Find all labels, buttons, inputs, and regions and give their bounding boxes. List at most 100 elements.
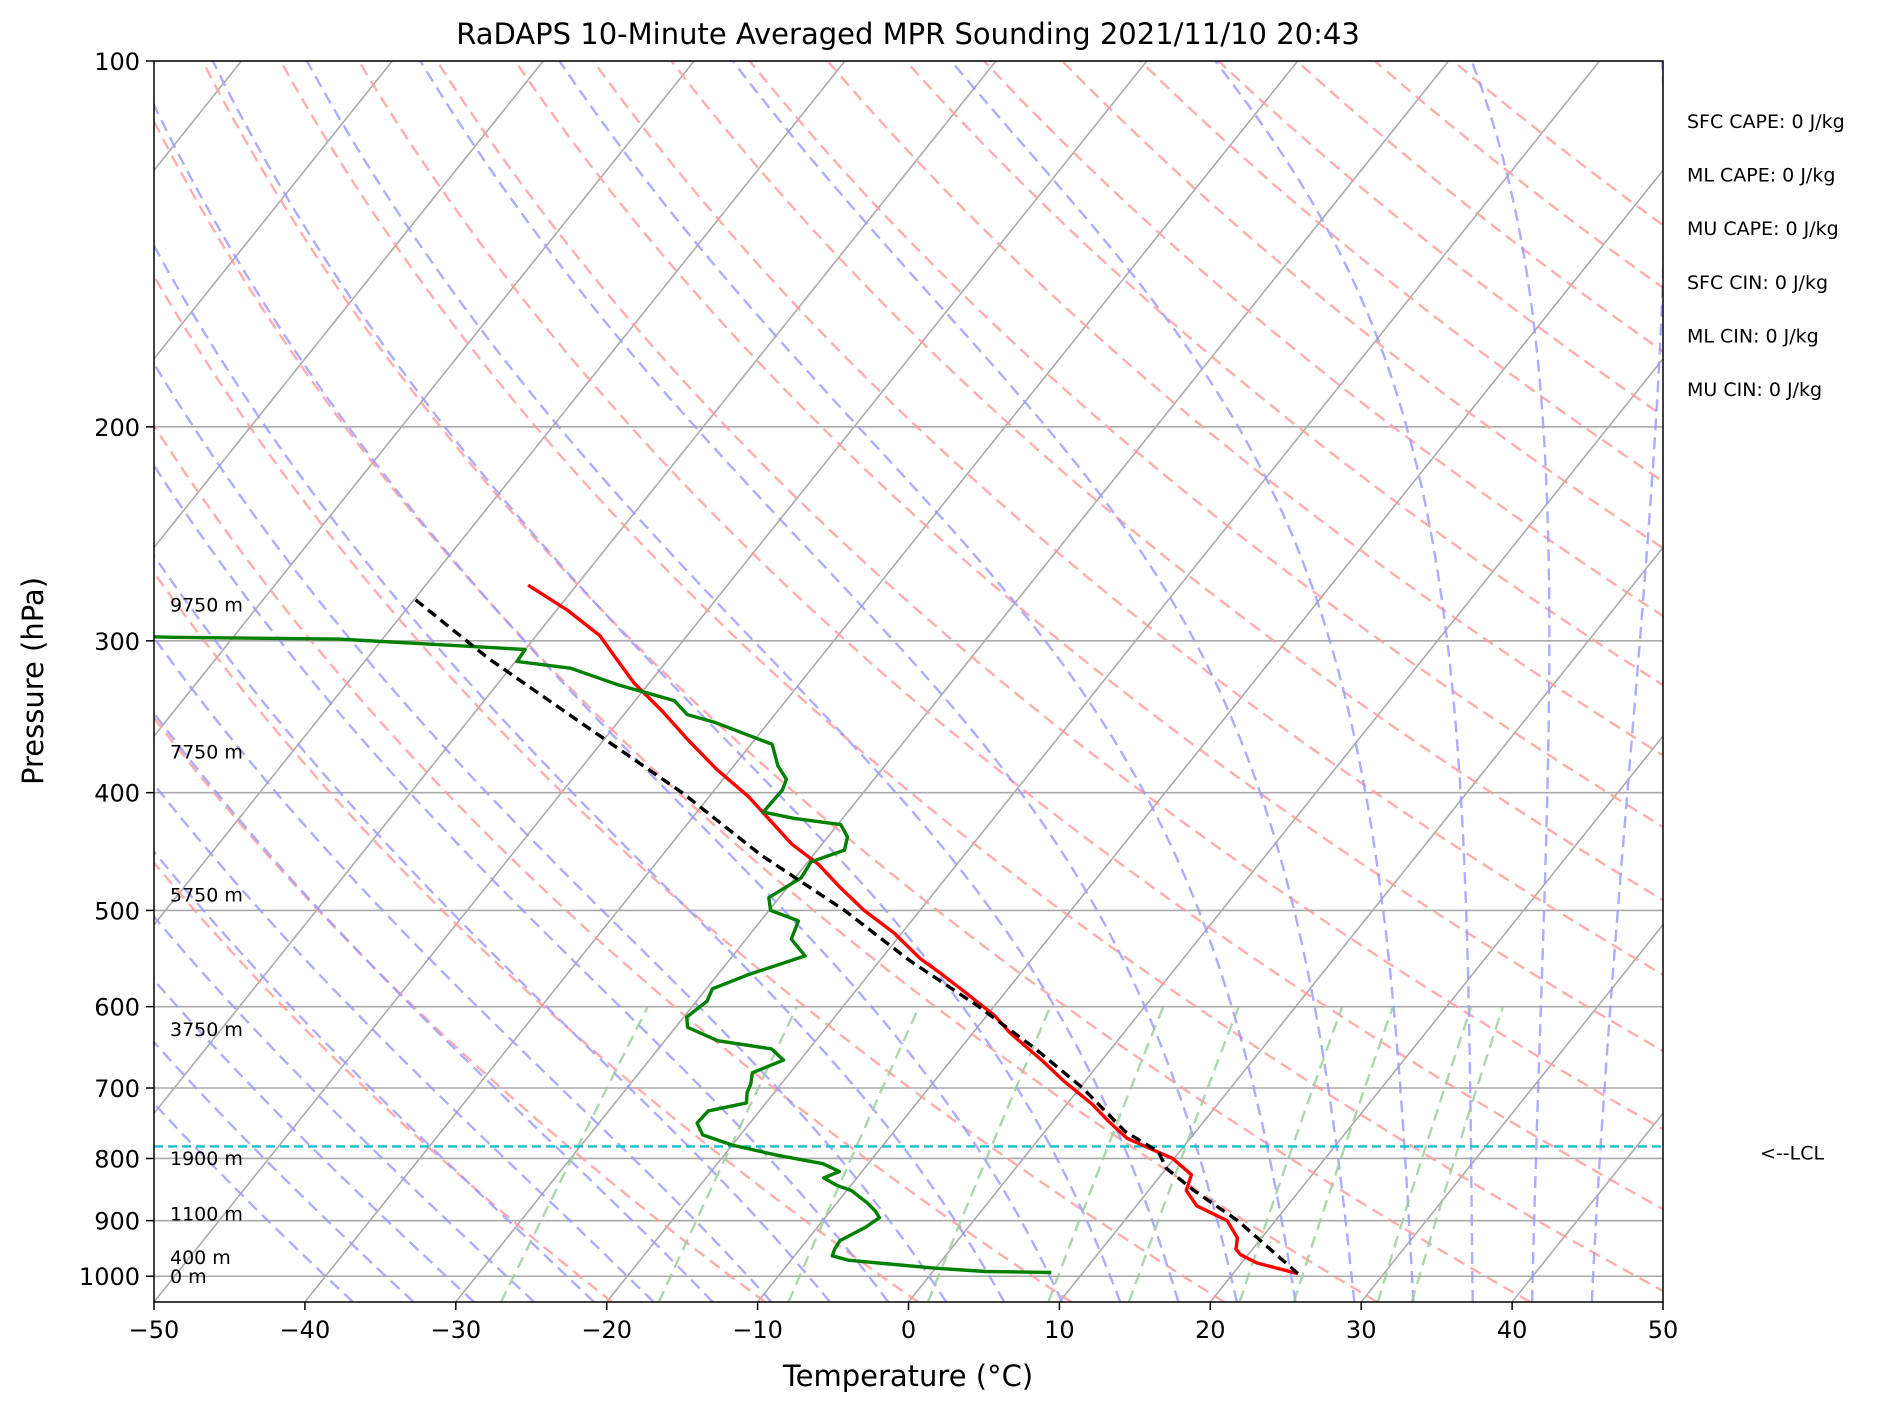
stability-index-text: SFC CAPE: 0 J/kg xyxy=(1687,111,1845,133)
dry-adiabat-line xyxy=(905,61,1663,687)
dry-adiabat-line xyxy=(201,61,1531,1302)
isotherm-line xyxy=(154,61,846,927)
stability-index-text: MU CAPE: 0 J/kg xyxy=(1687,218,1839,240)
isotherm-line xyxy=(304,61,1299,1302)
height-label: 1900 m xyxy=(170,1148,243,1170)
mixing-ratio-line xyxy=(1292,1006,1395,1302)
mixing-ratio-line xyxy=(1238,1006,1344,1302)
stability-index-text: MU CIN: 0 J/kg xyxy=(1687,379,1822,401)
isotherm-line xyxy=(606,61,1601,1302)
stability-index-text: ML CIN: 0 J/kg xyxy=(1687,325,1819,347)
moist-adiabat-line xyxy=(154,553,831,1302)
x-axis-ticks: −50 −40 −30 −20 −10 0 10 20 30 40 50 xyxy=(129,1302,1678,1344)
moist-adiabat-line xyxy=(419,61,1239,1302)
x-tick-label: 30 xyxy=(1346,1316,1377,1344)
y-axis-ticks: 100 200 300 400 500 600 700 800 900 1000 xyxy=(79,48,154,1291)
x-tick-label: −10 xyxy=(732,1316,783,1344)
y-tick-label: 300 xyxy=(94,628,140,656)
isotherm-line xyxy=(154,61,695,738)
isotherm-line xyxy=(154,61,544,549)
dry-adiabat-line xyxy=(592,61,1663,977)
moist-adiabat-line xyxy=(154,243,1006,1302)
x-axis-label: Temperature (°C) xyxy=(782,1359,1033,1393)
x-tick-label: 20 xyxy=(1195,1316,1226,1344)
moist-adiabat-line xyxy=(950,61,1415,1302)
dry-adiabat-line xyxy=(279,61,1663,1293)
mixing-ratio-line xyxy=(1410,1006,1505,1302)
moist-adiabat-line xyxy=(154,361,948,1302)
moist-adiabat-line xyxy=(154,1101,354,1302)
moist-adiabat-line xyxy=(1214,61,1474,1302)
moist-adiabat-line xyxy=(154,711,714,1302)
moist-adiabat-line xyxy=(154,463,890,1302)
dry-adiabat-line xyxy=(154,118,1378,1302)
isotherm-line xyxy=(1209,734,1663,1302)
y-tick-label: 500 xyxy=(94,897,140,925)
x-tick-label: 10 xyxy=(1044,1316,1075,1344)
moist-adiabat-line xyxy=(154,635,773,1302)
y-tick-label: 100 xyxy=(94,48,140,76)
y-tick-label: 900 xyxy=(94,1208,140,1236)
y-tick-label: 200 xyxy=(94,414,140,442)
isotherm-line xyxy=(907,357,1663,1302)
series-line-1 xyxy=(154,635,1052,1275)
lcl-label: <--LCL xyxy=(1760,1143,1824,1165)
moist-adiabat-line xyxy=(154,1040,415,1302)
moist-adiabat-line xyxy=(731,61,1356,1302)
moist-adiabat-line xyxy=(1590,61,1663,1302)
y-tick-label: 400 xyxy=(94,780,140,808)
mixing-ratio-line xyxy=(787,1006,921,1302)
isotherm-line xyxy=(154,61,393,361)
mixing-ratio-line xyxy=(1376,1006,1473,1302)
x-tick-label: 0 xyxy=(901,1316,916,1344)
moist-adiabat-line xyxy=(211,61,1122,1302)
isotherm-line xyxy=(1360,923,1663,1302)
height-label: 400 m xyxy=(170,1247,231,1269)
moist-adiabat-line xyxy=(305,61,1180,1302)
moist-adiabats xyxy=(154,61,1663,1302)
y-axis-label: Pressure (hPa) xyxy=(16,577,50,785)
moist-adiabat-line xyxy=(154,978,475,1302)
mixing-ratio-line xyxy=(1127,1006,1240,1302)
y-tick-label: 1000 xyxy=(79,1263,140,1291)
dry-adiabats xyxy=(154,61,1663,1302)
dry-adiabat-line xyxy=(154,423,1072,1302)
moist-adiabat-line xyxy=(1470,61,1551,1302)
mixing-ratio-lines xyxy=(500,1006,1505,1302)
mixing-ratio-line xyxy=(500,1006,649,1302)
isotherm-line xyxy=(154,61,997,1115)
chart-title: RaDAPS 10-Minute Averaged MPR Sounding 2… xyxy=(456,17,1360,51)
isotherm-line xyxy=(756,168,1663,1302)
height-label: 1100 m xyxy=(170,1204,243,1226)
height-label: 0 m xyxy=(170,1266,207,1288)
moist-adiabat-line xyxy=(154,102,1064,1302)
y-tick-label: 800 xyxy=(94,1145,140,1173)
mixing-ratio-line xyxy=(657,1006,798,1302)
mixing-ratio-line xyxy=(926,1006,1052,1302)
dry-adiabat-line xyxy=(670,61,1663,902)
sounding-series xyxy=(154,583,1300,1276)
isotherm-grid xyxy=(154,61,1663,1302)
dry-adiabat-line xyxy=(154,273,1225,1302)
y-tick-label: 600 xyxy=(94,994,140,1022)
height-label: 5750 m xyxy=(170,884,243,906)
x-tick-label: −20 xyxy=(581,1316,632,1344)
x-tick-label: 40 xyxy=(1497,1316,1528,1344)
dry-adiabat-line xyxy=(154,715,766,1302)
x-tick-label: −30 xyxy=(430,1316,481,1344)
plot-area: 9750 m 7750 m 5750 m 3750 m 1900 m 1100 m 400 … xyxy=(154,61,1663,1302)
mixing-ratio-line xyxy=(1047,1006,1165,1302)
series-line-0 xyxy=(527,583,1299,1276)
y-tick-label: 700 xyxy=(94,1075,140,1103)
moist-adiabat-line xyxy=(154,849,595,1302)
height-label: 9750 m xyxy=(170,594,243,616)
x-tick-label: −50 xyxy=(129,1316,180,1344)
moist-adiabat-line xyxy=(558,61,1297,1302)
dry-adiabat-line xyxy=(748,61,1663,829)
stability-index-text: SFC CIN: 0 J/kg xyxy=(1687,272,1828,294)
stability-indices: SFC CAPE: 0 J/kg ML CAPE: 0 J/kg MU CAPE: … xyxy=(1687,111,1845,401)
dry-adiabat-line xyxy=(435,61,1663,1131)
height-label: 3750 m xyxy=(170,1019,243,1041)
